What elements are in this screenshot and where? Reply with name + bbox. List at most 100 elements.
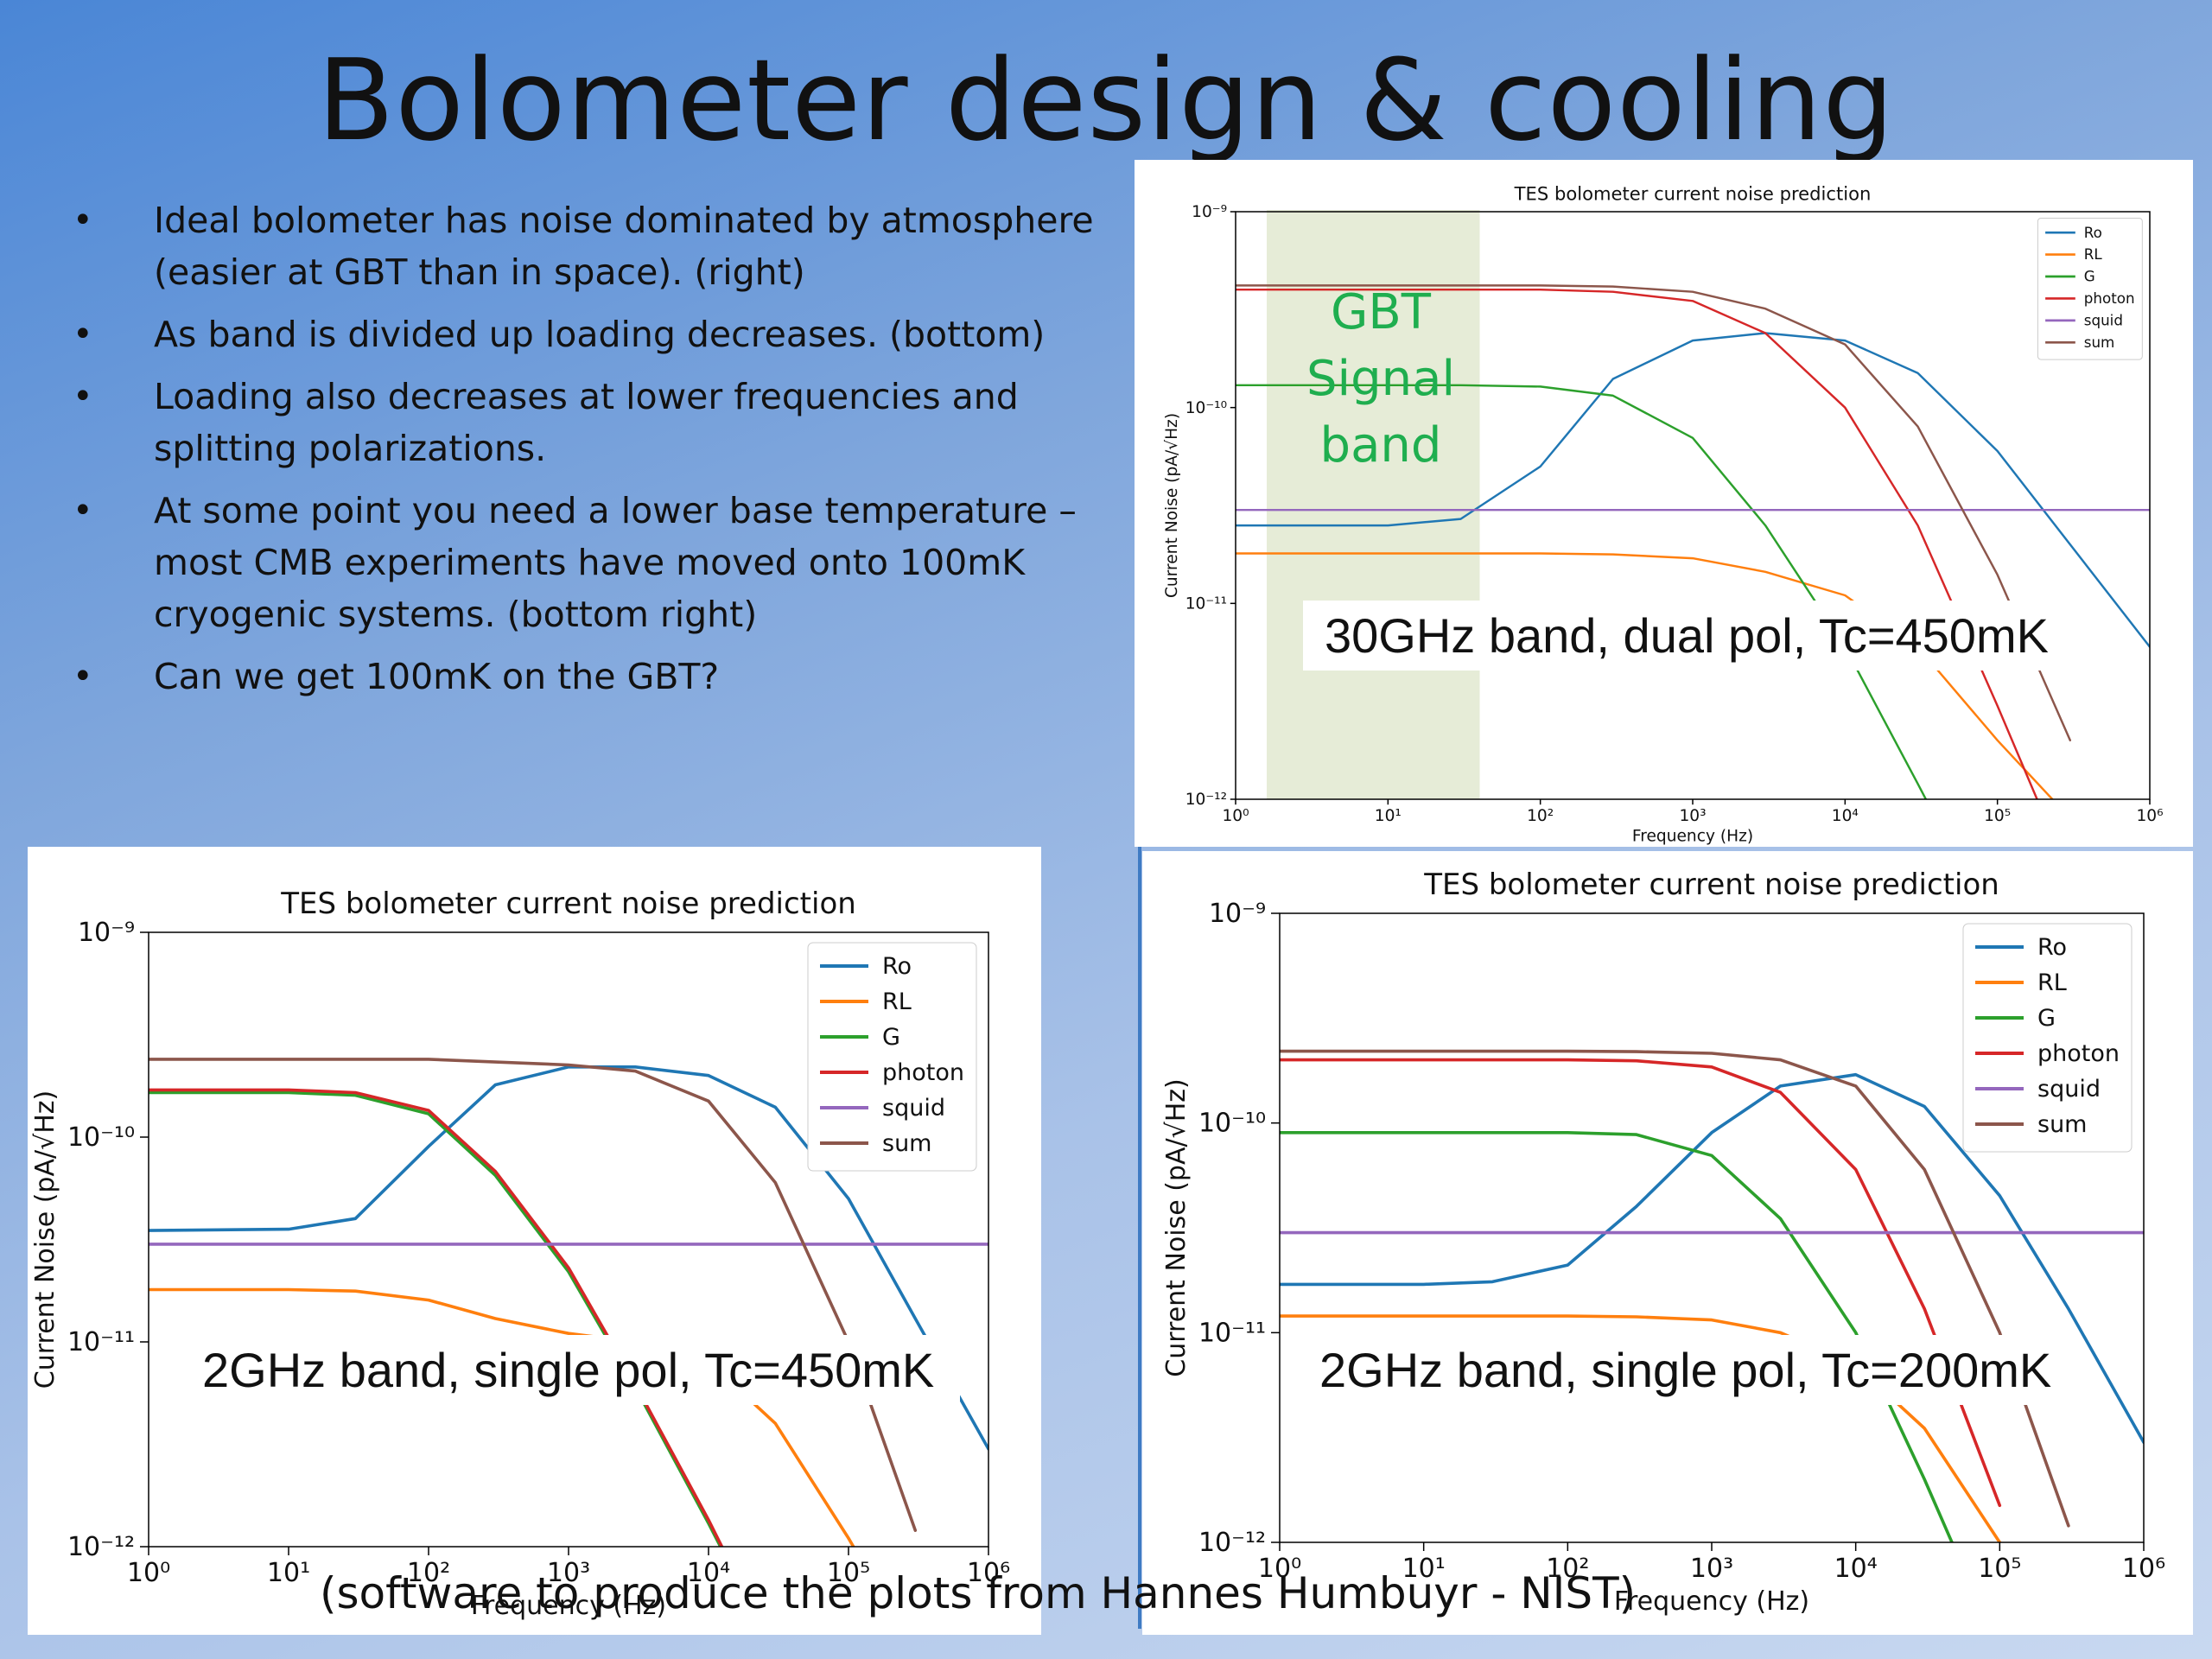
legend-label: Ro <box>2037 934 2067 961</box>
bullet-text: As band is divided up loading decreases.… <box>154 314 1046 355</box>
y-tick-label: 10⁻⁹ <box>78 918 135 948</box>
x-tick-label: 10⁰ <box>1258 1554 1301 1584</box>
x-tick-label: 10³ <box>1679 807 1706 825</box>
x-tick-label: 10² <box>407 1558 450 1588</box>
x-tick-label: 10³ <box>1690 1554 1733 1584</box>
chart-top: 10⁰ 10¹ 10² 10³ 10⁴ 10⁵ 10⁶ 10⁻¹² 10⁻¹¹ 10⁻¹⁰ 10⁻⁹… <box>1163 182 2164 845</box>
series-line-sum <box>1236 284 2072 742</box>
bullet-dot: • <box>73 377 93 416</box>
series-line-sum <box>149 1058 918 1533</box>
chart-title: TES bolometer current noise prediction <box>280 887 856 921</box>
x-tick-label: 10⁰ <box>1222 807 1249 825</box>
y-tick-label: 10⁻¹⁰ <box>1198 1109 1266 1139</box>
x-tick-label: 10² <box>1527 807 1554 825</box>
bullet-text: Loading also decreases at lower frequenc… <box>154 376 1019 469</box>
legend-label: photon <box>882 1059 964 1086</box>
series-line-sum <box>1280 1049 2070 1528</box>
y-tick-label: 10⁻⁹ <box>1209 899 1266 929</box>
legend-label: RL <box>2037 969 2067 996</box>
series-line-RL <box>149 1287 855 1547</box>
x-tick-label: 10¹ <box>1402 1554 1446 1584</box>
y-tick-label: 10⁻¹¹ <box>1198 1318 1266 1348</box>
bullet-text: At some point you need a lower base temp… <box>154 490 1077 635</box>
legend-label: RL <box>2084 245 2103 263</box>
legend-label: sum <box>882 1130 931 1157</box>
x-tick-label: 10¹ <box>267 1558 310 1588</box>
x-axis-label: Frequency (Hz) <box>471 1591 666 1621</box>
bullet-item: • Can we get 100mK on the GBT? <box>60 651 1149 702</box>
x-tick-label: 10⁶ <box>2136 807 2163 825</box>
y-axis-label: Current Noise (pA/√Hz) <box>1163 413 1181 598</box>
x-tick-label: 10⁵ <box>1984 807 2011 825</box>
y-tick-label: 10⁻¹¹ <box>1185 595 1227 613</box>
bullet-dot: • <box>73 491 93 531</box>
gbt-label-line: GBT <box>1330 284 1432 340</box>
y-axis-label: Current Noise (pA/√Hz) <box>1161 1078 1192 1376</box>
bullet-item: • At some point you need a lower base tem… <box>60 485 1149 640</box>
chart-title: TES bolometer current noise prediction <box>1514 182 1872 204</box>
legend-label: G <box>2084 268 2095 285</box>
overlay-label-bottom-left: 2GHz band, single pol, Tc=450mK <box>176 1335 961 1405</box>
legend-label: squid <box>2084 311 2123 328</box>
gbt-label-line: band <box>1319 417 1442 474</box>
x-tick-label: 10¹ <box>1375 807 1402 825</box>
series-line-G <box>1280 1130 1954 1542</box>
bullet-text: Ideal bolometer has noise dominated by a… <box>154 200 1094 293</box>
y-axis-label: Current Noise (pA/√Hz) <box>30 1090 60 1389</box>
x-tick-label: 10⁰ <box>127 1558 170 1588</box>
series-line-Ro <box>1280 1072 2144 1445</box>
bullet-dot: • <box>73 315 93 354</box>
x-tick-label: 10⁴ <box>1834 1554 1878 1584</box>
x-tick-label: 10² <box>1546 1554 1589 1584</box>
slide-title: Bolometer design & cooling <box>317 35 1895 166</box>
gbt-label-line: Signal <box>1306 351 1456 407</box>
x-tick-label: 10⁵ <box>827 1558 870 1588</box>
series-line-Ro <box>1236 332 2150 648</box>
bullet-dot: • <box>73 657 93 696</box>
x-axis-label: Frequency (Hz) <box>1632 827 1753 845</box>
x-tick-label: 10⁴ <box>687 1558 730 1588</box>
bullet-list: • Ideal bolometer has noise dominated by … <box>60 194 1149 713</box>
software-credit: (software to produce the plots from Hann… <box>320 1568 1637 1618</box>
chart-panel-bottom-left: 10⁰ 10¹ 10² 10³ 10⁴ 10⁵ 10⁶ 10⁻¹² 10⁻¹¹ 10⁻¹⁰ 10⁻⁹… <box>28 847 1041 1635</box>
panel-separator <box>1138 847 1141 1629</box>
series-line-RL <box>1236 552 2054 799</box>
series-line-G <box>1236 384 1928 799</box>
overlay-label-bottom-right: 2GHz band, single pol, Tc=200mK <box>1294 1335 2078 1405</box>
legend-label: squid <box>2037 1076 2101 1103</box>
y-tick-label: 10⁻¹⁰ <box>67 1122 135 1153</box>
legend-label: Ro <box>2084 224 2102 241</box>
legend-label: G <box>882 1024 900 1051</box>
overlay-label-top: 30GHz band, dual pol, Tc=450mK <box>1303 601 2070 671</box>
legend-label: RL <box>882 988 912 1015</box>
bullet-item: • As band is divided up loading decreases… <box>60 308 1149 360</box>
chart-panel-top: 10⁰ 10¹ 10² 10³ 10⁴ 10⁵ 10⁶ 10⁻¹² 10⁻¹¹ 10⁻¹⁰ 10⁻⁹… <box>1135 160 2193 847</box>
x-tick-label: 10⁴ <box>1832 807 1859 825</box>
bullet-text: Can we get 100mK on the GBT? <box>154 656 720 697</box>
y-tick-label: 10⁻¹² <box>1198 1528 1266 1558</box>
legend-label: G <box>2037 1005 2056 1032</box>
gbt-signal-band-label: GBT Signal band <box>1268 279 1493 479</box>
series-line-photon <box>1280 1058 2002 1508</box>
x-tick-label: 10⁵ <box>1978 1554 2021 1584</box>
legend-label: photon <box>2084 289 2135 307</box>
y-tick-label: 10⁻¹² <box>67 1532 135 1562</box>
legend-label: squid <box>882 1095 945 1122</box>
bullet-dot: • <box>73 200 93 240</box>
y-tick-label: 10⁻¹¹ <box>67 1327 135 1357</box>
x-axis-label: Frequency (Hz) <box>1614 1586 1809 1617</box>
chart-title: TES bolometer current noise prediction <box>1423 868 1999 902</box>
x-tick-label: 10⁶ <box>967 1558 1010 1588</box>
series-line-photon <box>149 1088 724 1547</box>
chart-panel-bottom-right: 10⁰ 10¹ 10² 10³ 10⁴ 10⁵ 10⁶ 10⁻¹² 10⁻¹¹ 10⁻¹⁰ 10⁻⁹… <box>1142 851 2193 1635</box>
chart-bottom-left: 10⁰ 10¹ 10² 10³ 10⁴ 10⁵ 10⁶ 10⁻¹² 10⁻¹¹ 10⁻¹⁰ 10⁻⁹… <box>30 887 1010 1621</box>
y-tick-label: 10⁻¹² <box>1185 791 1227 809</box>
y-tick-label: 10⁻¹⁰ <box>1185 399 1227 417</box>
x-tick-label: 10³ <box>547 1558 590 1588</box>
series-line-RL <box>1280 1314 2002 1542</box>
x-tick-label: 10⁶ <box>2122 1554 2165 1584</box>
legend-label: sum <box>2037 1111 2087 1138</box>
